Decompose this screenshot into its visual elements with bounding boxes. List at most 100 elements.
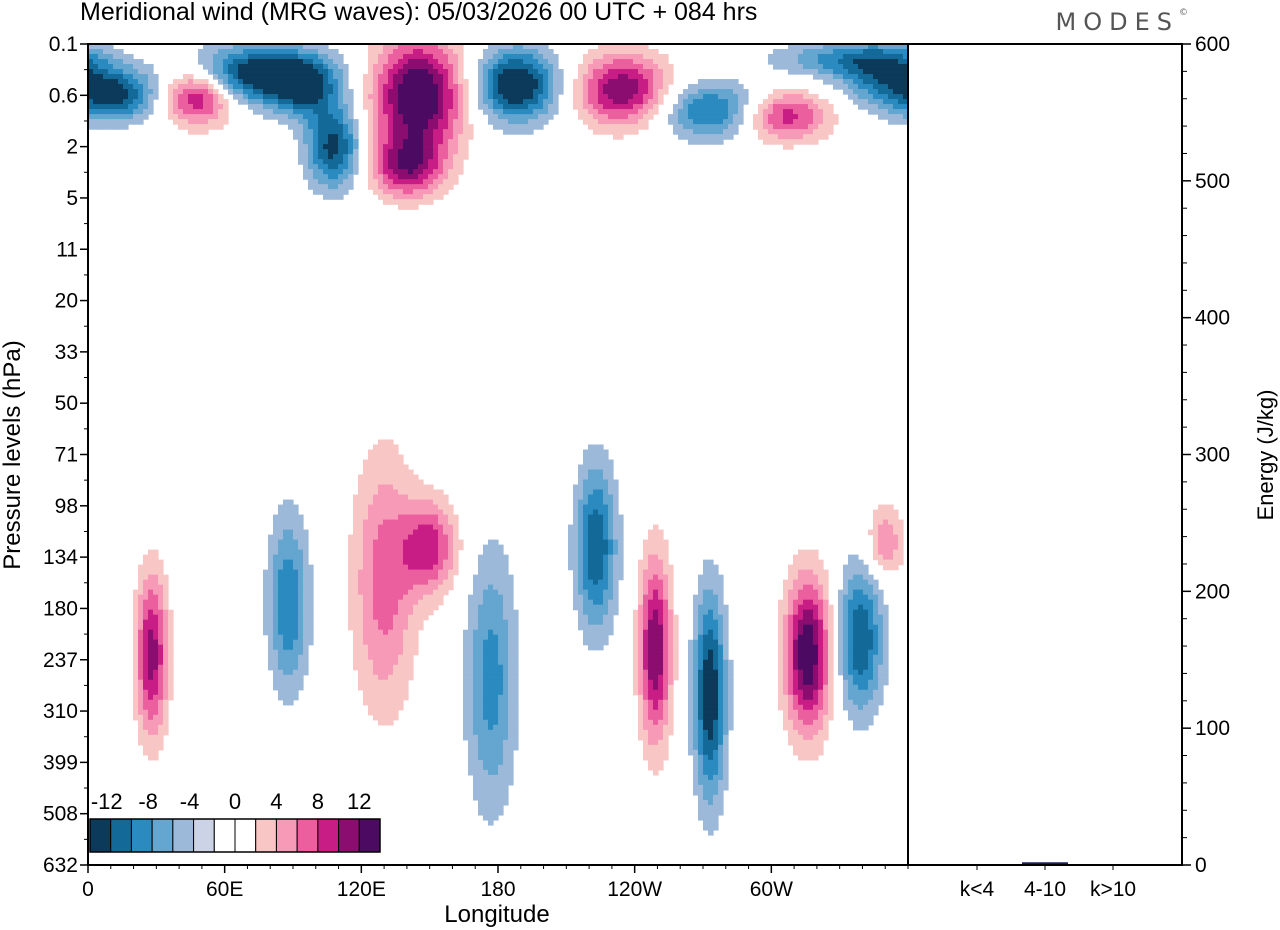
heatmap-cell: [488, 574, 494, 581]
heatmap-cell: [118, 64, 124, 70]
heatmap-cell: [268, 564, 274, 571]
heatmap-cell: [633, 49, 639, 55]
heatmap-cell: [363, 604, 369, 611]
heatmap-cell: [323, 189, 329, 195]
heatmap-cell: [768, 134, 774, 140]
heatmap-cell: [423, 104, 429, 110]
heatmap-cell: [418, 619, 424, 626]
heatmap-cell: [268, 584, 274, 591]
heatmap-cell: [143, 569, 149, 576]
heatmap-cell: [643, 44, 649, 50]
heatmap-cell: [498, 59, 504, 65]
heatmap-cell: [863, 609, 869, 616]
heatmap-cell: [573, 574, 579, 581]
heatmap-cell: [788, 134, 794, 140]
heatmap-cell: [883, 609, 889, 616]
heatmap-cell: [783, 599, 789, 606]
heatmap-cell: [433, 144, 439, 150]
heatmap-cell: [328, 164, 334, 170]
heatmap-cell: [778, 599, 784, 606]
heatmap-cell: [643, 544, 649, 551]
heatmap-cell: [378, 584, 384, 591]
heatmap-cell: [353, 589, 359, 596]
heatmap-cell: [253, 59, 259, 65]
heatmap-cell: [358, 614, 364, 621]
heatmap-cell: [518, 94, 524, 100]
heatmap-cell: [638, 614, 644, 621]
heatmap-cell: [638, 569, 644, 576]
heatmap-cell: [443, 534, 449, 541]
heatmap-cell: [688, 129, 694, 135]
heatmap-cell: [183, 79, 189, 85]
heatmap-cell: [658, 634, 664, 641]
heatmap-cell: [803, 609, 809, 616]
heatmap-cell: [413, 194, 419, 200]
heatmap-cell: [608, 509, 614, 516]
heatmap-cell: [613, 519, 619, 526]
heatmap-cell: [398, 129, 404, 135]
heatmap-cell: [778, 109, 784, 115]
heatmap-cell: [203, 44, 209, 50]
heatmap-cell: [403, 629, 409, 636]
heatmap-cell: [478, 579, 484, 586]
heatmap-cell: [818, 59, 824, 65]
heatmap-cell: [588, 499, 594, 506]
heatmap-cell: [393, 629, 399, 636]
heatmap-cell: [383, 584, 389, 591]
heatmap-cell: [578, 609, 584, 616]
heatmap-cell: [323, 149, 329, 155]
heatmap-cell: [453, 169, 459, 175]
heatmap-cell: [203, 49, 209, 55]
heatmap-cell: [398, 54, 404, 60]
heatmap-cell: [373, 149, 379, 155]
heatmap-cell: [498, 114, 504, 120]
heatmap-cell: [528, 119, 534, 125]
heatmap-cell: [423, 144, 429, 150]
heatmap-cell: [723, 614, 729, 621]
heatmap-cell: [388, 74, 394, 80]
heatmap-cell: [493, 104, 499, 110]
heatmap-cell: [308, 114, 314, 120]
heatmap-cell: [373, 449, 379, 456]
heatmap-cell: [433, 99, 439, 105]
heatmap-cell: [358, 644, 364, 651]
heatmap-cell: [653, 69, 659, 75]
heatmap-cell: [503, 74, 509, 80]
heatmap-cell: [618, 574, 624, 581]
heatmap-cell: [453, 174, 459, 180]
heatmap-cell: [218, 124, 224, 130]
heatmap-cell: [518, 89, 524, 95]
heatmap-cell: [408, 154, 414, 160]
heatmap-cell: [413, 129, 419, 135]
heatmap-cell: [323, 144, 329, 150]
heatmap-cell: [383, 464, 389, 471]
heatmap-cell: [288, 509, 294, 516]
heatmap-cell: [493, 549, 499, 556]
heatmap-cell: [383, 534, 389, 541]
heatmap-cell: [698, 594, 704, 601]
heatmap-cell: [398, 604, 404, 611]
heatmap-cell: [588, 604, 594, 611]
heatmap-cell: [248, 69, 254, 75]
heatmap-cell: [668, 119, 674, 125]
heatmap-cell: [293, 134, 299, 140]
heatmap-cell: [393, 529, 399, 536]
heatmap-cell: [263, 624, 269, 631]
heatmap-cell: [313, 149, 319, 155]
heatmap-cell: [498, 629, 504, 636]
heatmap-cell: [608, 599, 614, 606]
heatmap-cell: [318, 179, 324, 185]
heatmap-cell: [863, 84, 869, 90]
heatmap-cell: [868, 79, 874, 85]
heatmap-cell: [838, 619, 844, 626]
heatmap-cell: [818, 609, 824, 616]
heatmap-cell: [363, 614, 369, 621]
heatmap-cell: [368, 599, 374, 606]
heatmap-cell: [423, 59, 429, 65]
heatmap-cell: [703, 589, 709, 596]
heatmap-cell: [838, 634, 844, 641]
heatmap-cell: [838, 609, 844, 616]
heatmap-cell: [408, 549, 414, 556]
heatmap-cell: [643, 119, 649, 125]
heatmap-cell: [368, 524, 374, 531]
